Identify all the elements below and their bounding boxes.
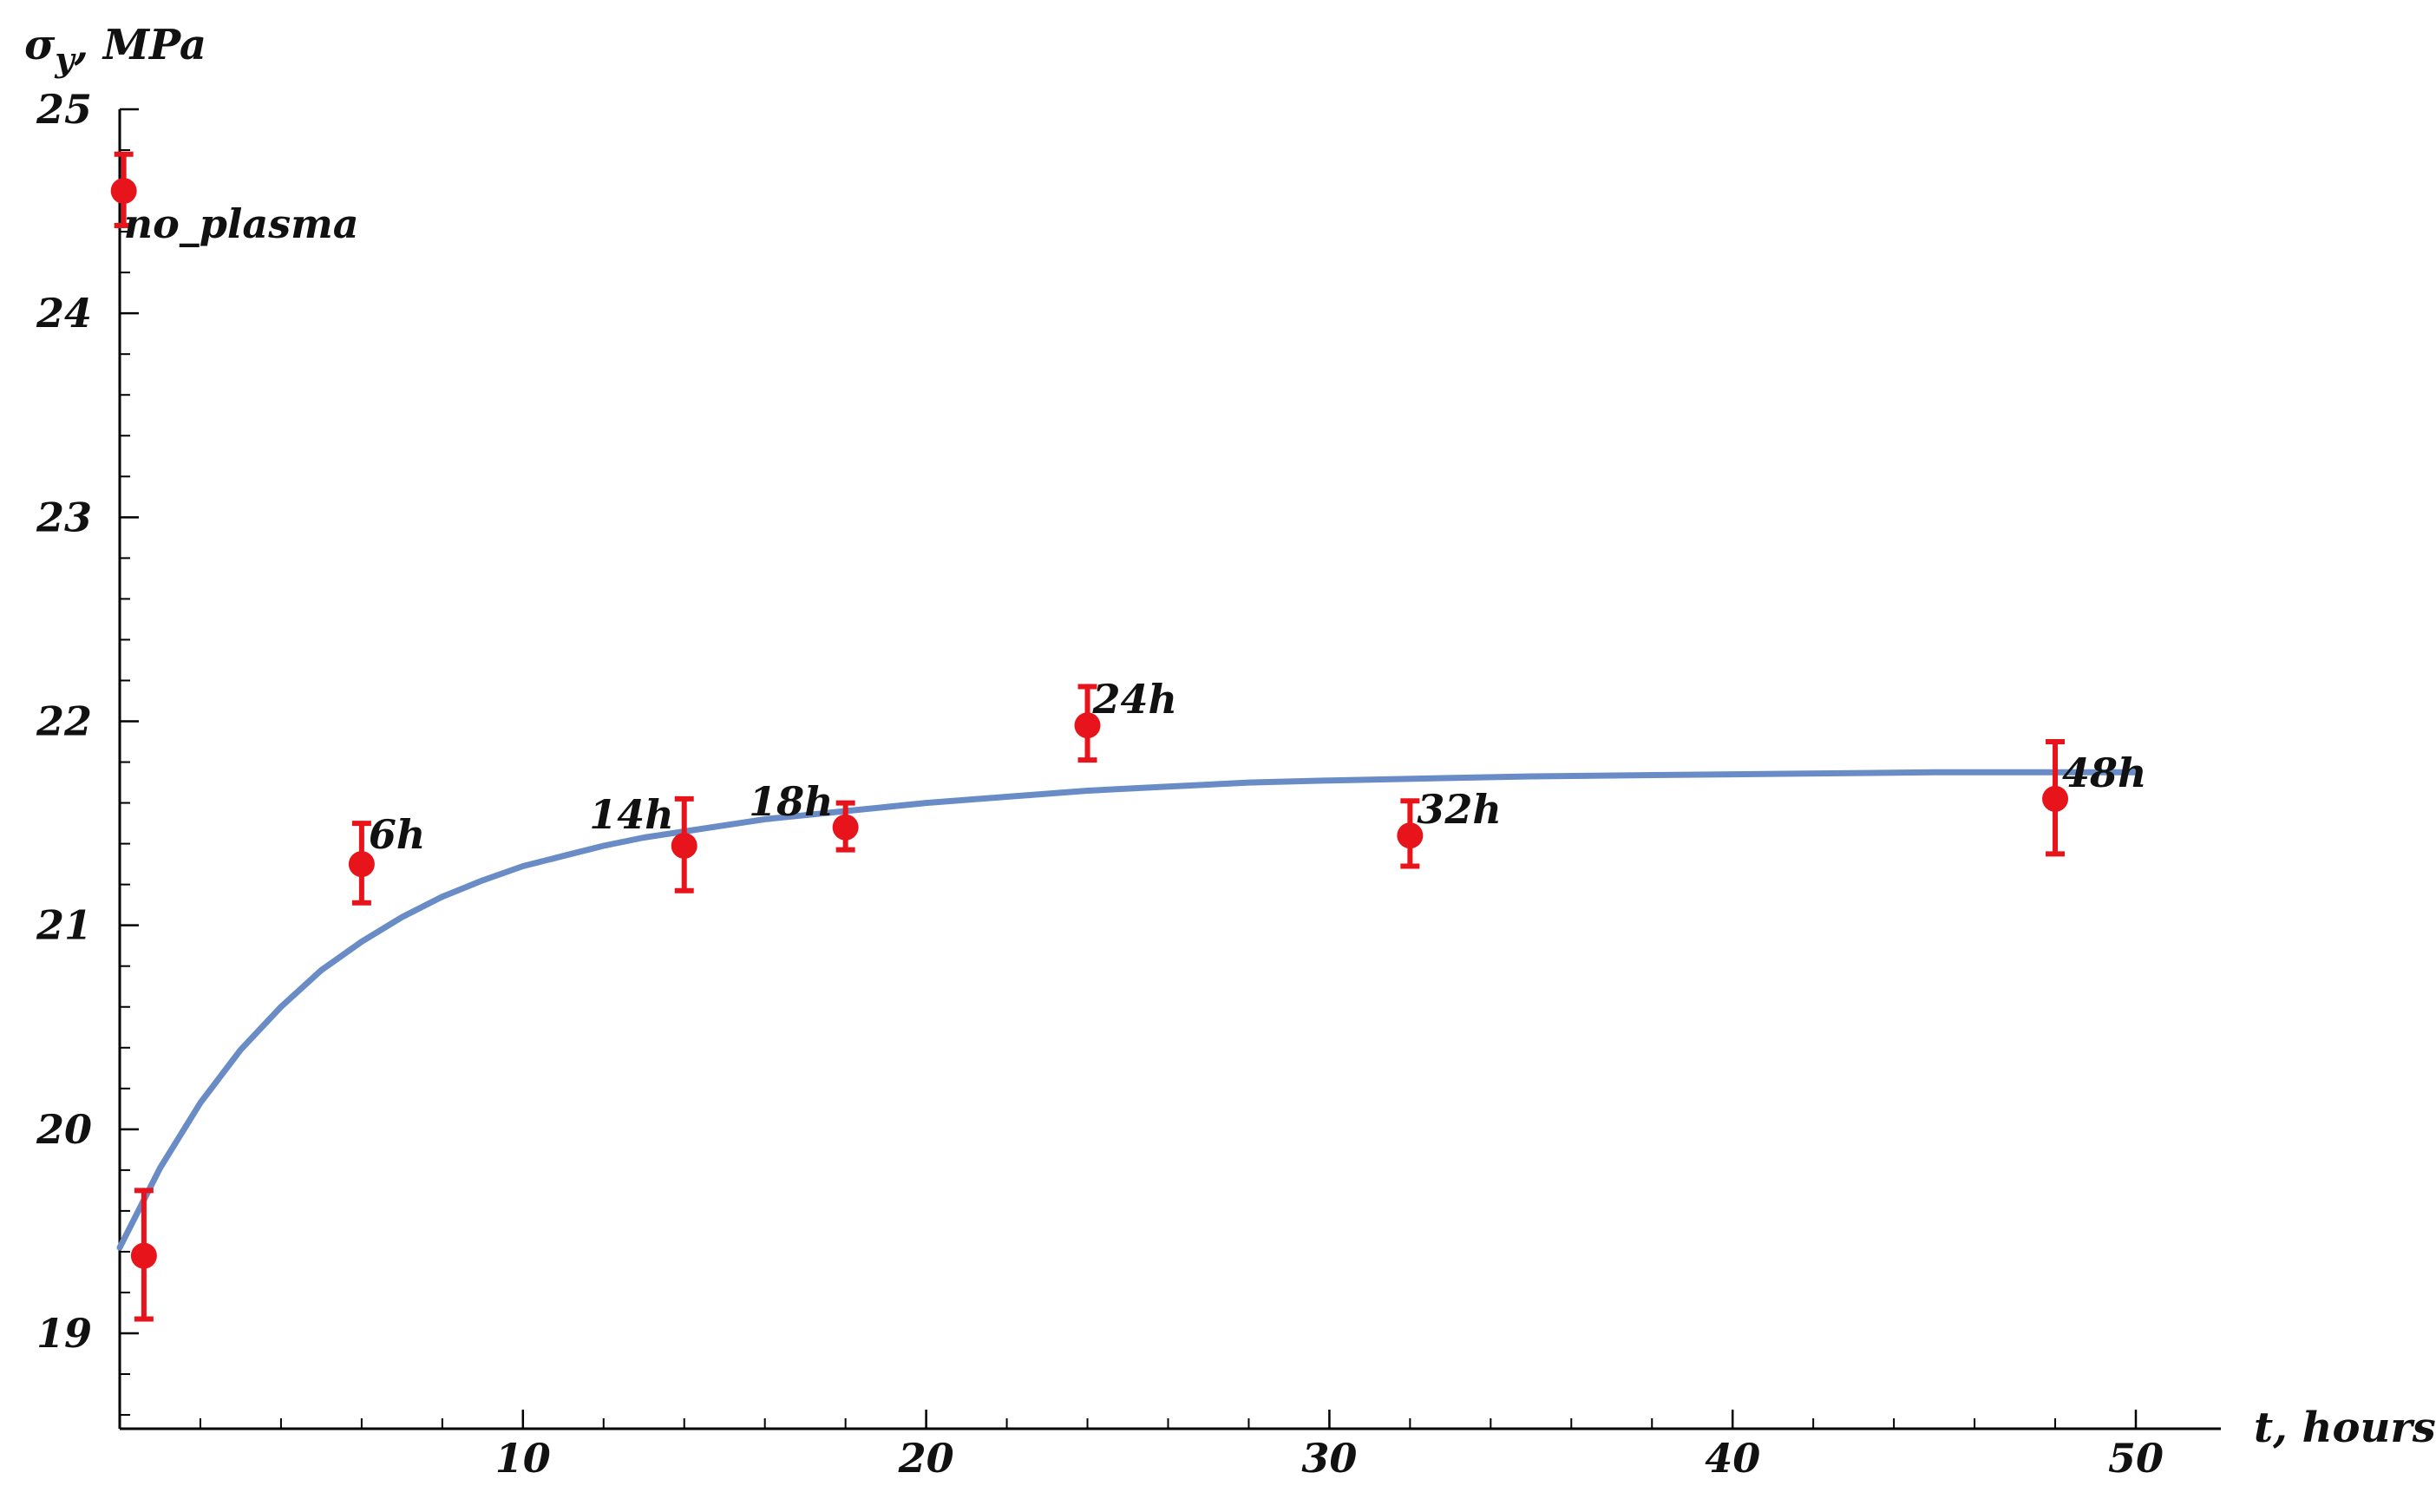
x-tick-label: 30 [1301,1435,1357,1482]
y-tick-label: 23 [36,494,92,540]
data-point [2042,785,2069,812]
axes [118,109,2221,1430]
data-point-group [130,1188,157,1322]
points-layer [110,151,2069,1322]
y-tick-label: 21 [36,902,92,949]
ticks: 10 20 30 40 50 19 20 21 22 23 24 25 [36,86,2164,1482]
data-point [1074,712,1101,739]
x-tick-label: 10 [495,1435,551,1482]
point-label: no_plasma [124,200,359,247]
y-axis-title: σy, MPa [24,21,206,79]
data-point-group [832,800,859,853]
y-tick-label: 20 [36,1106,92,1153]
y-tick-label: 24 [36,290,92,337]
x-tick-label: 40 [1705,1435,1760,1482]
point-label: 48h [2062,749,2146,796]
y-axis-symbol: σ [24,21,56,69]
data-point-group [2042,739,2069,857]
point-label: 18h [749,778,833,825]
data-point [671,832,697,859]
data-point [1397,822,1424,849]
point-label: 32h [1417,786,1501,833]
x-axis-title: t, hours [2254,1404,2436,1452]
data-point [348,851,375,878]
data-point [110,178,137,205]
x-tick-label: 20 [898,1435,954,1482]
point-label: 14h [589,791,673,838]
point-labels: no_plasma 6h 14h 18h 24h 32h 48h [124,200,2147,858]
data-point [130,1242,157,1269]
data-point-group [1397,798,1424,869]
data-point-group [110,151,137,229]
y-tick-label: 22 [36,698,92,745]
data-point [832,814,859,841]
x-tick-label: 50 [2108,1435,2164,1482]
point-label: 6h [369,811,425,858]
y-tick-label: 25 [36,86,92,133]
data-point-group [671,795,697,893]
y-axis-subscript: y [54,40,76,79]
data-point-group [1074,684,1101,763]
y-axis-unit: , MPa [73,21,206,69]
point-label: 24h [1092,676,1177,723]
data-point-group [348,821,375,906]
y-tick-label: 19 [36,1310,92,1357]
